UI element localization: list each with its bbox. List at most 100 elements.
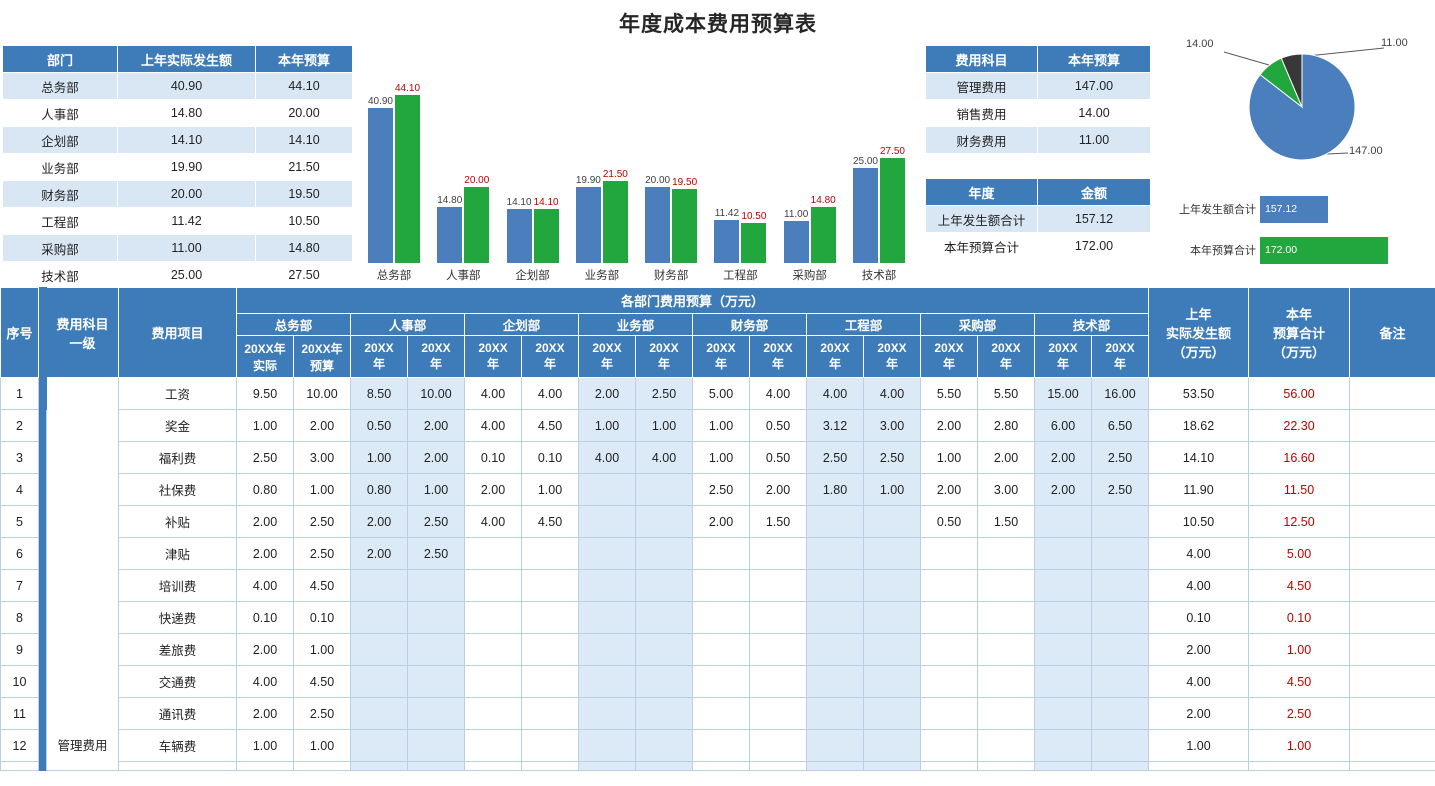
value-cell[interactable] (977, 633, 1035, 666)
budget-bar[interactable] (602, 181, 628, 263)
value-cell[interactable] (635, 473, 693, 506)
value-cell[interactable] (521, 697, 579, 730)
value-cell[interactable] (635, 601, 693, 634)
value-cell[interactable]: 2.50 (293, 505, 351, 538)
value-cell[interactable] (578, 697, 636, 730)
value-cell[interactable] (806, 697, 864, 730)
value-cell[interactable] (635, 697, 693, 730)
expense-item-cell[interactable] (118, 761, 237, 771)
col-header-dept[interactable]: 业务部 (578, 313, 693, 336)
value-cell[interactable]: 1.00 (521, 473, 579, 506)
col-header-year[interactable]: 20XX 年 (1090, 335, 1150, 378)
value-cell[interactable] (635, 633, 693, 666)
value-cell[interactable] (407, 729, 465, 762)
col-header-dept[interactable]: 技术部 (1033, 313, 1150, 336)
value-cell[interactable] (749, 665, 807, 698)
budget-total-cell[interactable]: 11.50 (1248, 473, 1351, 506)
value-cell[interactable]: 10.00 (293, 377, 351, 410)
dept-table-cell[interactable]: 11.42 (117, 207, 256, 235)
value-cell[interactable]: 1.00 (578, 409, 636, 442)
value-cell[interactable] (407, 633, 465, 666)
value-cell[interactable] (464, 537, 522, 570)
category-pie-chart[interactable]: 14.00 11.00 147.00 (1160, 35, 1435, 187)
value-cell[interactable] (635, 537, 693, 570)
value-cell[interactable] (692, 697, 750, 730)
value-cell[interactable] (635, 505, 693, 538)
value-cell[interactable] (464, 729, 522, 762)
value-cell[interactable] (1034, 697, 1092, 730)
budget-bar[interactable] (533, 209, 559, 263)
expense-item-cell[interactable]: 交通费 (118, 665, 237, 698)
value-cell[interactable] (806, 665, 864, 698)
dept-table-cell[interactable]: 14.10 (255, 126, 353, 154)
value-cell[interactable]: 4.00 (236, 665, 294, 698)
value-cell[interactable] (692, 665, 750, 698)
value-cell[interactable] (521, 537, 579, 570)
value-cell[interactable]: 6.00 (1034, 409, 1092, 442)
value-cell[interactable]: 2.50 (293, 697, 351, 730)
value-cell[interactable]: 2.00 (350, 537, 408, 570)
value-cell[interactable]: 1.00 (692, 441, 750, 474)
value-cell[interactable] (863, 761, 921, 771)
expense-item-cell[interactable]: 津贴 (118, 537, 237, 570)
expense-item-cell[interactable]: 工资 (118, 377, 237, 410)
row-number-cell[interactable]: 12 (0, 729, 39, 762)
value-cell[interactable]: 4.50 (293, 665, 351, 698)
col-header-dept[interactable]: 总务部 (236, 313, 351, 336)
value-cell[interactable]: 2.00 (350, 505, 408, 538)
value-cell[interactable] (920, 729, 978, 762)
dept-table-header-cell[interactable]: 部门 (2, 45, 118, 73)
value-cell[interactable] (863, 601, 921, 634)
budget-bar[interactable] (464, 187, 490, 263)
col-header-prev-total[interactable]: 上年 实际发生额 （万元） (1148, 287, 1250, 378)
value-cell[interactable]: 0.50 (350, 409, 408, 442)
value-cell[interactable] (863, 505, 921, 538)
col-header-category[interactable]: 费用科目 一级 (46, 287, 119, 378)
value-cell[interactable] (350, 761, 408, 771)
value-cell[interactable] (578, 537, 636, 570)
total-table-header-cell[interactable]: 金额 (1037, 178, 1151, 206)
prev-total-cell[interactable]: 11.90 (1148, 473, 1250, 506)
col-header-item[interactable]: 费用项目 (118, 287, 237, 378)
value-cell[interactable]: 4.00 (635, 441, 693, 474)
col-header-year[interactable]: 20XX 年 (407, 335, 465, 378)
value-cell[interactable] (863, 569, 921, 602)
col-header-budget-total[interactable]: 本年 预算合计 （万元） (1248, 287, 1351, 378)
dept-table-cell[interactable]: 19.90 (117, 153, 256, 181)
total-table-cell[interactable]: 157.12 (1037, 205, 1151, 233)
value-cell[interactable]: 2.50 (635, 377, 693, 410)
value-cell[interactable] (464, 569, 522, 602)
prev-year-bar[interactable] (852, 168, 878, 263)
value-cell[interactable] (806, 505, 864, 538)
value-cell[interactable]: 4.00 (236, 569, 294, 602)
value-cell[interactable] (1034, 665, 1092, 698)
value-cell[interactable]: 3.12 (806, 409, 864, 442)
value-cell[interactable] (920, 537, 978, 570)
value-cell[interactable] (521, 665, 579, 698)
category-table-cell[interactable]: 财务费用 (925, 126, 1038, 154)
value-cell[interactable]: 2.50 (1090, 473, 1150, 506)
value-cell[interactable] (578, 505, 636, 538)
value-cell[interactable]: 2.00 (692, 505, 750, 538)
category-table-header-cell[interactable]: 费用科目 (925, 45, 1038, 73)
dept-bar-chart[interactable]: 40.90 44.10 总务部 14.80 20.00 人事部 14.10 14.10 企划部 1… (358, 45, 915, 285)
value-cell[interactable] (863, 697, 921, 730)
value-cell[interactable]: 1.80 (806, 473, 864, 506)
col-header-year[interactable]: 20XX 年 (521, 335, 579, 378)
budget-total-cell[interactable]: 1.00 (1248, 729, 1351, 762)
value-cell[interactable]: 1.00 (236, 729, 294, 762)
value-cell[interactable] (1034, 729, 1092, 762)
value-cell[interactable] (578, 601, 636, 634)
value-cell[interactable] (521, 729, 579, 762)
prev-total-cell[interactable]: 4.00 (1148, 537, 1250, 570)
col-header-dept-group[interactable]: 各部门费用预算（万元） (235, 287, 1150, 314)
value-cell[interactable] (578, 761, 636, 771)
dept-table-cell[interactable]: 10.50 (255, 207, 353, 235)
value-cell[interactable]: 2.00 (1034, 441, 1092, 474)
value-cell[interactable]: 1.00 (692, 409, 750, 442)
value-cell[interactable]: 2.00 (236, 633, 294, 666)
remark-cell[interactable] (1349, 761, 1435, 771)
expense-item-cell[interactable]: 通讯费 (118, 697, 237, 730)
value-cell[interactable]: 4.00 (863, 377, 921, 410)
budget-total-cell[interactable]: 5.00 (1248, 537, 1351, 570)
